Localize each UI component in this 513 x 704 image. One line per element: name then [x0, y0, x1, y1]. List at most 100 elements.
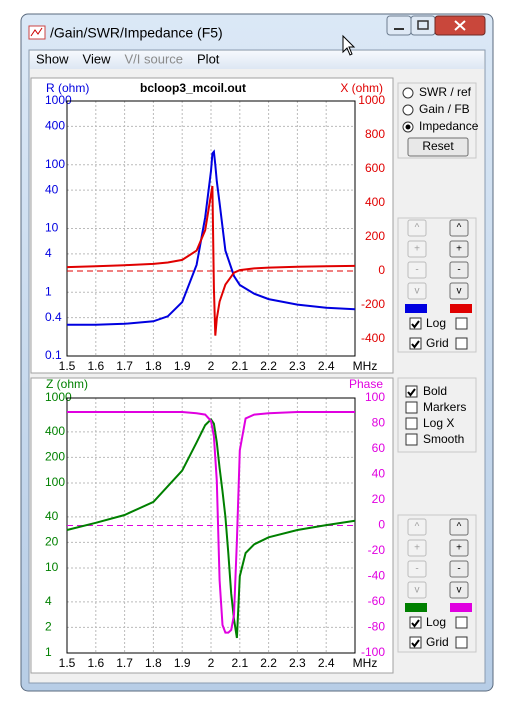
color-swatch[interactable]	[450, 304, 472, 313]
checkbox[interactable]	[405, 385, 418, 398]
x-tick-label: 1.6	[87, 359, 104, 373]
scale-button-label[interactable]: -	[457, 564, 460, 575]
x-tick-label: 2.2	[260, 359, 277, 373]
checkbox[interactable]	[405, 417, 418, 430]
checkbox[interactable]	[409, 317, 422, 330]
checkbox-label[interactable]: Markers	[423, 400, 466, 414]
scale-button-label[interactable]: +	[456, 543, 462, 554]
x-tick-label: 1.8	[145, 359, 162, 373]
y2-tick-label: 0	[378, 263, 385, 277]
checkbox-label[interactable]: Log	[426, 615, 446, 629]
scale-button-label[interactable]: -	[415, 265, 418, 276]
y2-tick-label: -400	[361, 331, 385, 345]
scale-button[interactable]	[407, 518, 427, 536]
checkbox[interactable]	[455, 337, 468, 350]
y2-tick-label: 80	[372, 416, 386, 430]
y-tick-label: 4	[45, 594, 52, 608]
x-tick-label: 1.5	[59, 656, 76, 670]
mouse-cursor	[342, 34, 356, 56]
scale-button-label[interactable]: v	[415, 286, 420, 297]
scale-button[interactable]	[407, 261, 427, 279]
scale-button[interactable]	[449, 219, 469, 237]
checkbox-label[interactable]: Grid	[426, 336, 449, 350]
checkbox[interactable]	[409, 337, 422, 350]
scale-button[interactable]	[407, 539, 427, 557]
scale-button-label[interactable]: +	[414, 244, 420, 255]
y-tick-label: 40	[45, 182, 59, 196]
scale-button-label[interactable]: v	[457, 585, 462, 596]
checkbox[interactable]	[455, 616, 468, 629]
maximize-button[interactable]	[410, 15, 436, 36]
chart-title: bcloop3_mcoil.out	[140, 81, 246, 95]
scale-button[interactable]	[449, 539, 469, 557]
plot-border	[66, 100, 356, 357]
checkbox[interactable]	[409, 616, 422, 629]
scale-button-label[interactable]: +	[456, 244, 462, 255]
scale-button[interactable]	[449, 282, 469, 300]
checkbox[interactable]	[405, 433, 418, 446]
radio-label[interactable]: Gain / FB	[419, 102, 470, 116]
checkbox-label[interactable]: Grid	[426, 635, 449, 649]
checkbox-label[interactable]: Bold	[423, 384, 447, 398]
scale-button-label[interactable]: -	[415, 564, 418, 575]
scale-button[interactable]	[449, 518, 469, 536]
x-tick-label: 1.9	[174, 656, 191, 670]
checkbox[interactable]	[455, 636, 468, 649]
reset-label[interactable]: Reset	[422, 139, 454, 153]
scale-button-label[interactable]: ^	[457, 223, 462, 234]
minimize-button[interactable]	[386, 15, 412, 36]
y2-tick-label: -60	[368, 594, 386, 608]
radio[interactable]	[402, 104, 414, 116]
y-tick-label: 1000	[45, 93, 72, 107]
scale-button[interactable]	[449, 261, 469, 279]
checkbox-mark	[411, 320, 420, 329]
color-swatch[interactable]	[405, 304, 427, 313]
scale-button[interactable]	[407, 282, 427, 300]
scale-button[interactable]	[407, 219, 427, 237]
y-tick-label: 40	[45, 509, 59, 523]
scale-button[interactable]	[449, 560, 469, 578]
scale-button-label[interactable]: v	[457, 286, 462, 297]
scale-button-label[interactable]: +	[414, 543, 420, 554]
x-tick-label: 2.1	[231, 656, 248, 670]
radio-label[interactable]: SWR / ref	[419, 85, 472, 99]
scale-button[interactable]	[407, 240, 427, 258]
scale-button[interactable]	[449, 581, 469, 599]
y-tick-label: 4	[45, 246, 52, 260]
menu-item[interactable]: View	[83, 51, 112, 66]
y2-tick-label: 600	[365, 161, 385, 175]
checkbox[interactable]	[455, 317, 468, 330]
reset-button[interactable]	[407, 137, 469, 157]
scale-button-label[interactable]: ^	[415, 223, 420, 234]
scale-button-label[interactable]: -	[457, 265, 460, 276]
scale-button-label[interactable]: ^	[457, 522, 462, 533]
menu-item[interactable]: Plot	[197, 51, 220, 66]
scale-button[interactable]	[449, 240, 469, 258]
radio-label[interactable]: Impedance	[419, 119, 479, 133]
y2-tick-label: -40	[368, 569, 386, 583]
checkbox-label[interactable]: Log X	[423, 416, 454, 430]
checkbox[interactable]	[405, 401, 418, 414]
menu-bar	[30, 51, 484, 69]
scale-button[interactable]	[407, 581, 427, 599]
scale-button-label[interactable]: v	[415, 585, 420, 596]
y2-tick-label: 60	[372, 441, 386, 455]
color-swatch[interactable]	[450, 603, 472, 612]
checkbox-label[interactable]: Smooth	[423, 432, 464, 446]
color-swatch[interactable]	[405, 603, 427, 612]
x-tick-label: 1.8	[145, 656, 162, 670]
menu-item[interactable]: V/I source	[124, 51, 183, 66]
y-tick-label: 10	[45, 221, 59, 235]
series-line	[67, 149, 356, 326]
y-axis-label: Z (ohm)	[46, 377, 88, 391]
bottom-controls-group	[397, 514, 477, 653]
menu-item[interactable]: Show	[36, 51, 69, 66]
y-tick-label: 400	[45, 119, 65, 133]
x-tick-label: 2	[208, 656, 215, 670]
scale-button[interactable]	[407, 560, 427, 578]
radio[interactable]	[402, 87, 414, 99]
x-tick-label: 2.4	[318, 656, 335, 670]
checkbox-label[interactable]: Log	[426, 316, 446, 330]
scale-button-label[interactable]: ^	[415, 522, 420, 533]
checkbox[interactable]	[409, 636, 422, 649]
